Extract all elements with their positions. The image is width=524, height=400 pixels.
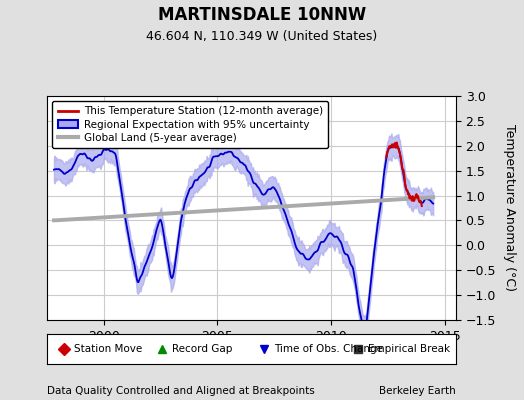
Y-axis label: Temperature Anomaly (°C): Temperature Anomaly (°C)	[503, 124, 516, 292]
Legend: This Temperature Station (12-month average), Regional Expectation with 95% uncer: This Temperature Station (12-month avera…	[52, 101, 328, 148]
Text: Data Quality Controlled and Aligned at Breakpoints: Data Quality Controlled and Aligned at B…	[47, 386, 315, 396]
Text: Record Gap: Record Gap	[172, 344, 232, 354]
Text: Empirical Break: Empirical Break	[368, 344, 450, 354]
Text: Time of Obs. Change: Time of Obs. Change	[274, 344, 383, 354]
Text: 46.604 N, 110.349 W (United States): 46.604 N, 110.349 W (United States)	[146, 30, 378, 43]
Text: MARTINSDALE 10NNW: MARTINSDALE 10NNW	[158, 6, 366, 24]
Text: Station Move: Station Move	[74, 344, 142, 354]
Text: Berkeley Earth: Berkeley Earth	[379, 386, 456, 396]
